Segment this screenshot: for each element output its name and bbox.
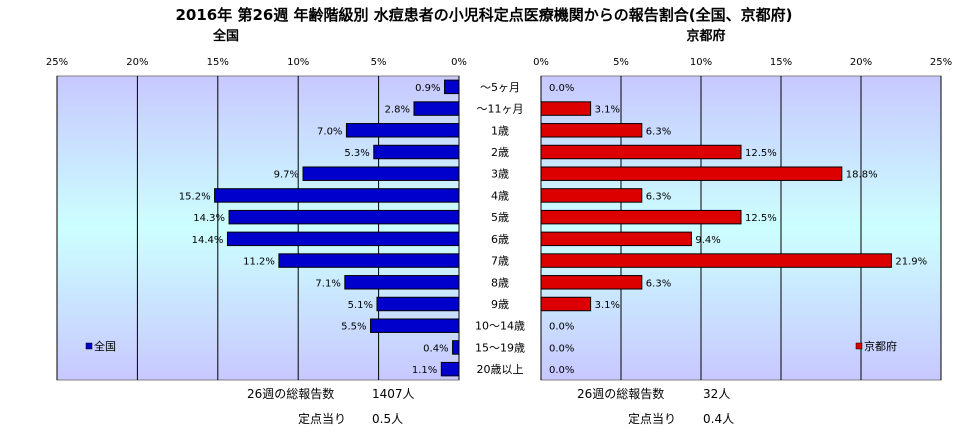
national-bar <box>373 144 460 160</box>
category-label: ～11ヶ月 <box>477 103 524 116</box>
national-subtitle: 全国 <box>212 28 239 44</box>
kyoto-data-label: 0.0% <box>549 343 574 354</box>
kyoto-data-label: 12.5% <box>745 148 777 159</box>
national-total-label: 26週の総報告数 <box>247 386 334 401</box>
category-label: 8歳 <box>491 276 509 289</box>
category-label: 3歳 <box>491 168 509 181</box>
category-label: 20歳以上 <box>477 363 524 376</box>
national-tick-label: 5% <box>371 57 387 68</box>
kyoto-bar <box>540 144 742 160</box>
kyoto-bar <box>540 296 592 312</box>
chart-title: 2016年 第26週 年齢階級別 水痘患者の小児科定点医療機関からの報告割合(全… <box>175 6 792 24</box>
national-tick-label: 20% <box>126 57 148 68</box>
national-per-label: 定点当り <box>298 411 346 426</box>
category-label: 2歳 <box>491 146 509 159</box>
national-bar <box>440 361 460 377</box>
kyoto-data-label: 18.8% <box>846 170 878 181</box>
kyoto-legend-label: 京都府 <box>864 339 897 353</box>
kyoto-bar <box>540 123 643 138</box>
national-bar <box>444 79 460 95</box>
kyoto-total-value: 32人 <box>703 387 730 401</box>
kyoto-data-label: 12.5% <box>745 213 777 224</box>
national-data-label: 15.2% <box>179 191 211 202</box>
kyoto-subtitle: 京都府 <box>686 28 725 44</box>
kyoto-legend-swatch <box>855 342 863 350</box>
kyoto-data-label: 3.1% <box>595 105 620 116</box>
national-data-label: 0.9% <box>415 83 440 94</box>
category-label: 10～14歳 <box>475 320 525 333</box>
kyoto-bar <box>540 275 643 290</box>
kyoto-bar <box>540 231 692 247</box>
national-bar <box>344 275 460 290</box>
kyoto-data-label: 6.3% <box>646 278 671 289</box>
national-data-label: 5.3% <box>344 148 369 159</box>
national-legend-label: 全国 <box>94 339 116 353</box>
national-data-label: 0.4% <box>423 343 448 354</box>
national-bar <box>376 296 460 312</box>
category-label: 15～19歳 <box>475 341 525 354</box>
kyoto-bar <box>540 188 643 203</box>
kyoto-bar <box>540 101 592 116</box>
national-bar <box>228 209 460 225</box>
national-bar <box>302 166 460 181</box>
category-label: 7歳 <box>491 255 509 268</box>
national-bar <box>345 123 460 138</box>
kyoto-tick-label: 10% <box>690 57 712 68</box>
national-data-label: 5.5% <box>341 322 366 333</box>
kyoto-tick-label: 25% <box>930 57 952 68</box>
kyoto-data-label: 6.3% <box>646 126 671 137</box>
national-data-label: 7.0% <box>317 126 342 137</box>
kyoto-data-label: 0.0% <box>549 365 574 376</box>
national-data-label: 11.2% <box>243 257 275 268</box>
national-data-label: 5.1% <box>348 300 373 311</box>
national-bar <box>214 188 460 203</box>
national-data-label: 2.8% <box>385 105 410 116</box>
national-tick-label: 25% <box>46 57 68 68</box>
national-bar <box>370 318 460 333</box>
kyoto-per-value: 0.4人 <box>703 412 734 426</box>
kyoto-bar <box>540 253 892 268</box>
category-label: 6歳 <box>491 233 509 246</box>
kyoto-data-label: 3.1% <box>595 300 620 311</box>
national-data-label: 7.1% <box>315 278 340 289</box>
kyoto-per-label: 定点当り <box>628 411 676 426</box>
kyoto-tick-label: 20% <box>850 57 872 68</box>
kyoto-data-label: 0.0% <box>549 83 574 94</box>
national-data-label: 14.3% <box>193 213 225 224</box>
national-per-value: 0.5人 <box>372 412 403 426</box>
national-data-label: 9.7% <box>274 170 299 181</box>
kyoto-tick-label: 0% <box>533 57 549 68</box>
national-bar <box>452 340 460 355</box>
national-tick-label: 10% <box>287 57 309 68</box>
national-bar <box>226 231 460 247</box>
national-plot-area <box>56 75 460 381</box>
kyoto-data-label: 6.3% <box>646 191 671 202</box>
national-tick-label: 0% <box>451 57 467 68</box>
category-label: 4歳 <box>491 189 509 202</box>
national-legend-swatch <box>85 342 93 350</box>
kyoto-total-label: 26週の総報告数 <box>577 386 664 401</box>
category-label: 5歳 <box>491 211 509 224</box>
category-label: 9歳 <box>491 298 509 311</box>
kyoto-bar <box>540 209 742 225</box>
kyoto-data-label: 21.9% <box>895 257 927 268</box>
national-total-value: 1407人 <box>372 387 415 401</box>
national-tick-label: 15% <box>207 57 229 68</box>
national-bar <box>278 253 460 268</box>
kyoto-plot-area <box>540 75 942 381</box>
kyoto-data-label: 0.0% <box>549 322 574 333</box>
national-data-label: 1.1% <box>412 365 437 376</box>
kyoto-tick-label: 15% <box>770 57 792 68</box>
category-label: ～5ヶ月 <box>480 81 520 94</box>
category-label: 1歳 <box>491 124 509 137</box>
national-data-label: 14.4% <box>192 235 224 246</box>
kyoto-tick-label: 5% <box>613 57 629 68</box>
kyoto-bar <box>540 166 843 181</box>
kyoto-data-label: 9.4% <box>695 235 720 246</box>
national-bar <box>413 101 460 116</box>
